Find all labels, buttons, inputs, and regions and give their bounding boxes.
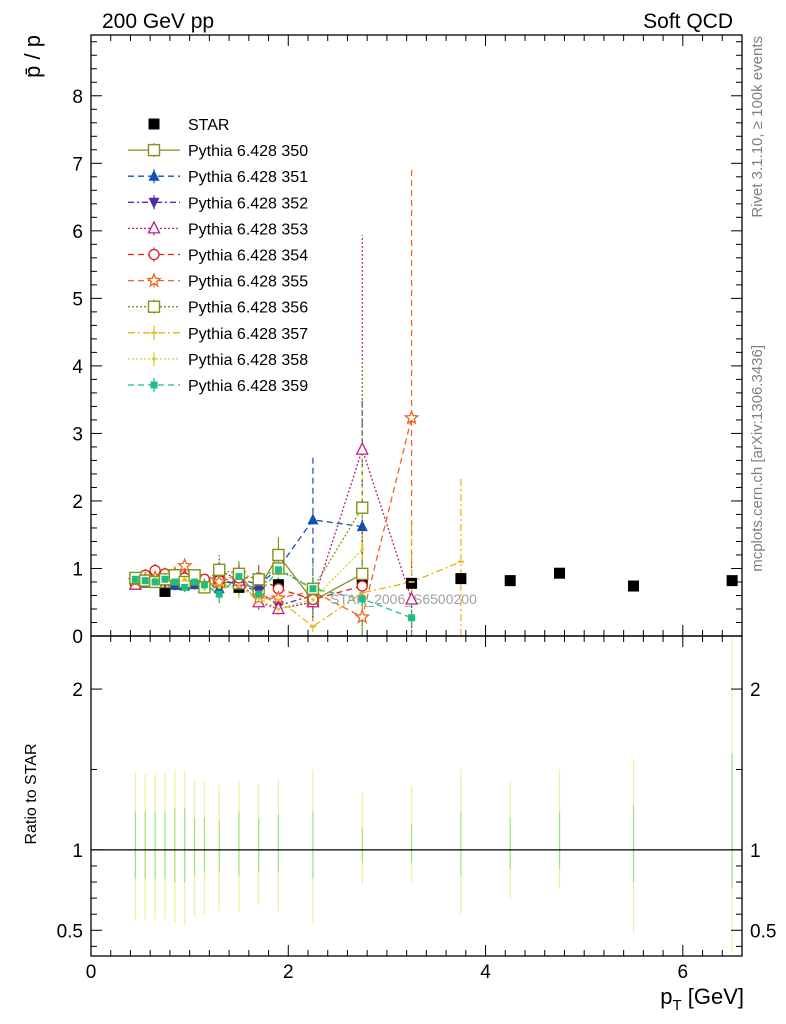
point-0-16	[504, 575, 516, 587]
point-9-9	[237, 584, 241, 588]
y-tick-label: 3	[72, 424, 83, 445]
header-left-title: 200 GeV pp	[102, 10, 214, 33]
point-10-1	[141, 577, 149, 585]
point-10-14	[408, 614, 416, 622]
point-10-13	[358, 595, 366, 603]
point-7-8	[213, 563, 226, 577]
point-2-13	[356, 520, 368, 532]
main-axes: 0 1 2 3 4 5 6 7 8	[72, 35, 743, 648]
point-6-5	[176, 557, 193, 573]
point-10-6	[191, 578, 199, 586]
legend-label-5: Pythia 6.428 354	[188, 248, 308, 265]
ratio-y-tick-label-right: 2	[750, 680, 761, 701]
legend-marker-2	[148, 169, 160, 181]
main-panel: STAR_2006_S6500200 0 1 2 3 4 5 6 7 8 p̄ / p STAR…	[20, 34, 743, 648]
point-9-12	[311, 597, 315, 602]
point-4-13	[355, 441, 369, 455]
legend-marker-9	[152, 357, 156, 361]
ratio-y-tick-label-left: 0.5	[57, 921, 83, 942]
y-tick-label: 2	[72, 492, 83, 513]
x-tick-label: 6	[678, 962, 689, 983]
mcplots-label: mcplots.cern.ch [arXiv:1306.3436]	[749, 345, 766, 572]
point-10-3	[161, 575, 169, 583]
legend-marker-3	[148, 197, 160, 209]
legend-marker-7	[147, 300, 161, 313]
y-tick-label: 6	[72, 222, 83, 243]
ratio-y-tick-label-right: 1	[750, 841, 761, 862]
legend-label-10: Pythia 6.428 359	[188, 378, 308, 395]
point-0-3	[159, 585, 171, 597]
legend-marker-1	[147, 143, 161, 157]
main-y-label: p̄ / p	[20, 35, 45, 78]
point-10-8	[215, 590, 223, 598]
point-0-15	[455, 573, 467, 585]
ratio-y-label: Ratio to STAR	[23, 743, 40, 844]
point-6-11	[270, 589, 287, 605]
legend-marker-0	[148, 118, 160, 130]
point-10-5	[181, 583, 189, 591]
ratio-y-tick-label-left: 2	[72, 680, 83, 701]
legend-label-4: Pythia 6.428 353	[188, 221, 308, 238]
point-10-10	[255, 590, 263, 598]
watermark: STAR_2006_S6500200	[330, 591, 477, 607]
point-0-17	[554, 567, 566, 579]
point-9-8	[217, 585, 222, 590]
point-9-5	[182, 577, 187, 582]
point-0-18	[628, 580, 639, 592]
point-1-13	[356, 567, 369, 581]
legend-label-9: Pythia 6.428 358	[188, 352, 308, 369]
y-tick-label: 1	[72, 559, 83, 580]
y-tick-label: 8	[72, 87, 83, 108]
point-10-11	[274, 566, 282, 574]
point-5-13	[356, 580, 368, 592]
legend-label-0: STAR	[188, 117, 229, 134]
legend-label-3: Pythia 6.428 352	[188, 195, 308, 212]
legend-label-2: Pythia 6.428 351	[188, 169, 308, 186]
point-10-4	[171, 578, 179, 586]
y-tick-label: 4	[72, 357, 83, 378]
point-9-11	[276, 607, 281, 611]
point-6-13	[354, 608, 371, 624]
legend-label-8: Pythia 6.428 357	[188, 326, 308, 343]
ratio-y-tick-label-right: 0.5	[750, 921, 776, 942]
ratio-frame	[90, 635, 743, 957]
ratio-bands	[134, 637, 733, 953]
x-tick-label: 2	[283, 962, 294, 983]
ratio-y-tick-label-left: 1	[72, 841, 83, 862]
legend-marker-10	[150, 381, 158, 389]
main-series-markers	[127, 409, 738, 628]
legend-label-7: Pythia 6.428 356	[188, 300, 308, 317]
ratio-panel: 0 2 4 6 0.5 0.5 1 1 2 2 Ratio to STAR	[23, 635, 776, 983]
point-10-9	[235, 573, 243, 581]
point-10-7	[200, 581, 208, 589]
legend-marker-5	[148, 248, 160, 261]
x-tick-label: 0	[86, 962, 97, 983]
y-tick-label: 5	[72, 289, 83, 310]
point-7-10	[252, 573, 265, 586]
header-right-title: Soft QCD	[643, 10, 733, 33]
y-tick-label: 0	[72, 627, 83, 648]
x-tick-label: 4	[480, 962, 491, 983]
point-2-12	[307, 513, 319, 525]
point-0-14	[406, 577, 418, 589]
point-1-11	[272, 548, 285, 562]
legend-marker-4	[147, 220, 161, 234]
legend: STAR Pythia 6.428 350 Pythia 6.428 351 Pyth…	[128, 117, 308, 395]
point-10-0	[131, 575, 139, 583]
legend-label-6: Pythia 6.428 355	[188, 274, 308, 291]
ratio-axes: 0 2 4 6 0.5 0.5 1 1 2 2	[57, 636, 776, 983]
point-4-14	[405, 591, 419, 605]
rivet-label: Rivet 3.1.10, ≥ 100k events	[749, 36, 766, 218]
legend-label-1: Pythia 6.428 350	[188, 143, 308, 160]
point-10-12	[309, 585, 317, 593]
x-axis-label: pT [GeV]	[660, 984, 744, 1014]
legend-marker-6	[146, 272, 162, 288]
point-0-19	[726, 575, 738, 587]
point-9-13	[360, 547, 365, 552]
y-tick-label: 7	[72, 154, 83, 175]
point-7-13	[356, 501, 369, 514]
point-10-2	[151, 578, 159, 586]
point-6-14	[403, 409, 420, 425]
